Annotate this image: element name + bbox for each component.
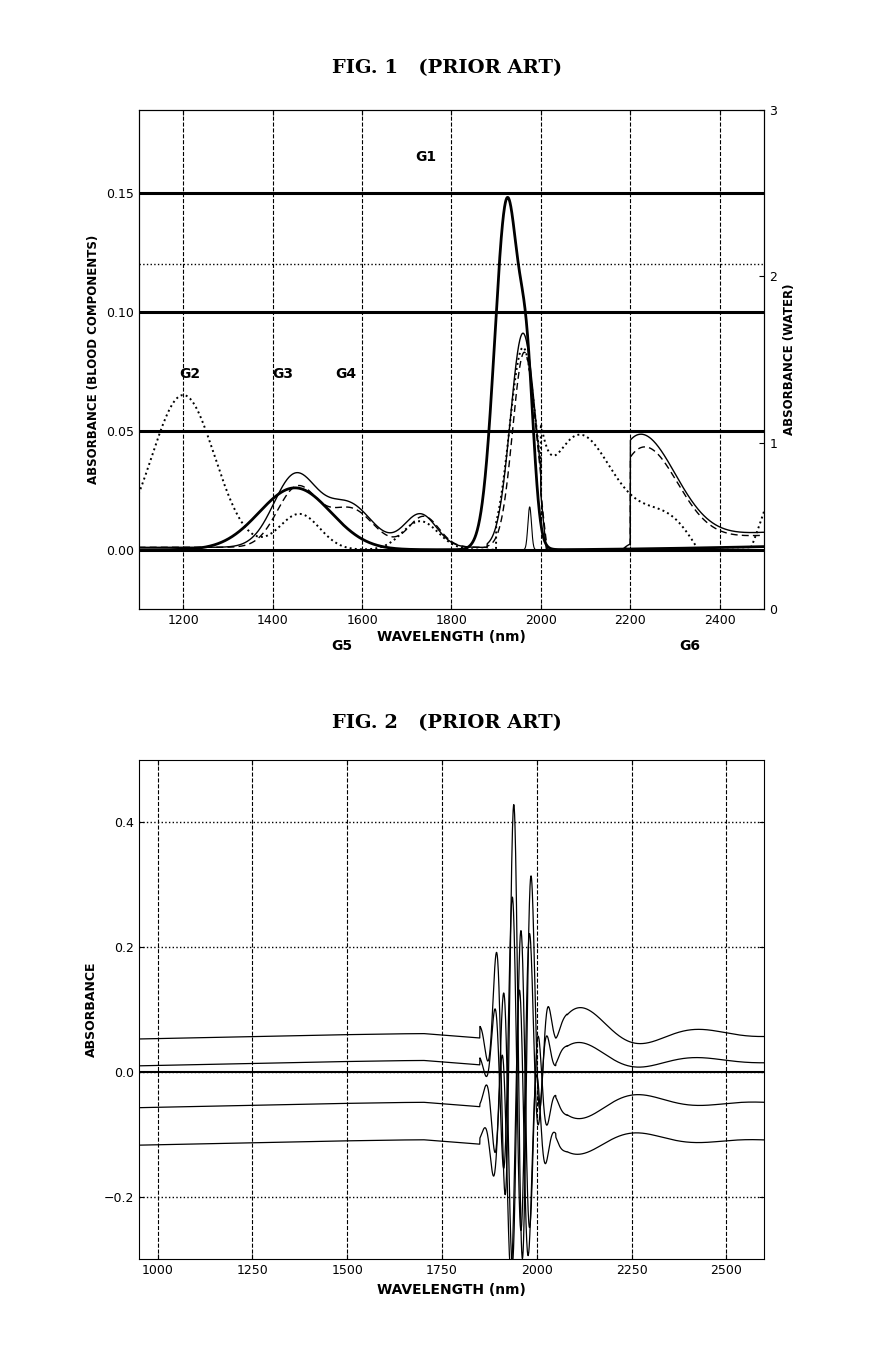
X-axis label: WAVELENGTH (nm): WAVELENGTH (nm) bbox=[377, 630, 526, 643]
Text: G6: G6 bbox=[679, 639, 700, 653]
Text: G4: G4 bbox=[335, 367, 357, 382]
X-axis label: WAVELENGTH (nm): WAVELENGTH (nm) bbox=[377, 1283, 526, 1296]
Y-axis label: ABSORBANCE (WATER): ABSORBANCE (WATER) bbox=[783, 283, 796, 435]
Y-axis label: ABSORBANCE (BLOOD COMPONENTS): ABSORBANCE (BLOOD COMPONENTS) bbox=[87, 234, 100, 485]
Text: G5: G5 bbox=[331, 639, 352, 653]
Text: G2: G2 bbox=[179, 367, 200, 382]
Text: G3: G3 bbox=[272, 367, 292, 382]
Text: G1: G1 bbox=[416, 151, 437, 164]
Text: FIG. 1   (PRIOR ART): FIG. 1 (PRIOR ART) bbox=[332, 59, 562, 78]
Text: FIG. 2   (PRIOR ART): FIG. 2 (PRIOR ART) bbox=[332, 713, 562, 732]
Y-axis label: ABSORBANCE: ABSORBANCE bbox=[85, 962, 97, 1057]
